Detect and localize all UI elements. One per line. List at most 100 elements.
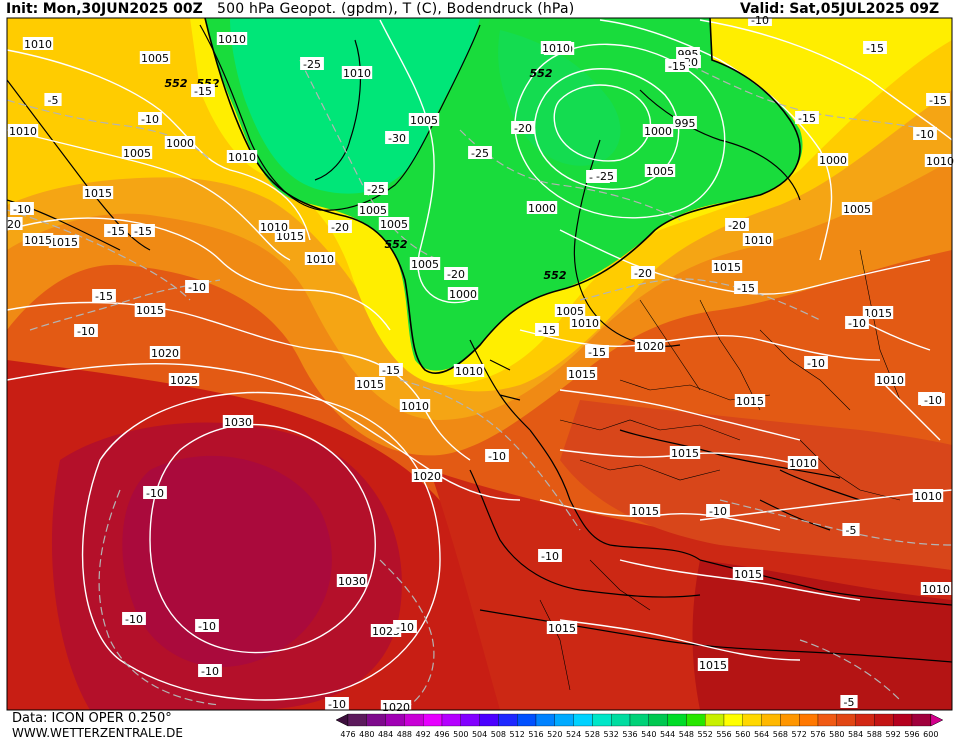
colorbar-tick-label: 524 [566,730,581,739]
temperature-label: -10 [138,112,162,126]
colorbar-cell [911,713,931,727]
temperature-label-text: 20 [7,218,21,231]
isobar-label-text: 1010 [542,42,570,55]
temperature-label: -10 [485,449,509,463]
temperature-label: -20 [631,266,655,280]
colorbar-tick-label: 532 [604,730,619,739]
colorbar-tick-label: 580 [829,730,844,739]
isobar-label-text: 1030 [338,575,366,588]
isobar-label-text: 1015 [699,659,727,672]
temperature-label-text: -20 [514,122,532,135]
colorbar-cell [723,713,743,727]
temperature-label-text: -20 [634,267,652,280]
temperature-label-text: -10 [916,128,934,141]
isobar-label: 1020 [149,346,181,360]
colorbar-tick-label: 516 [528,730,543,739]
colorbar-tick-label: 544 [660,730,675,739]
isobar-label: 1010 [399,399,431,413]
colorbar-tick-label: 528 [585,730,600,739]
isobar-label-text: 1010 [789,457,817,470]
colorbar-cell [742,713,762,727]
colorbar-cell [686,713,706,727]
isobar-label-text: 1010 [401,400,429,413]
colorbar-tick-label: 600 [923,730,938,739]
isobar-label: 1005 [139,51,171,65]
temperature-label-text: -5 [844,696,855,709]
isobar-label: 1015 [732,567,764,581]
temperature-label: -15 [92,289,116,303]
temperature-label-text: -15 [538,324,556,337]
temperature-label-text: -10 [709,505,727,518]
isobar-label: 1005 [554,304,586,318]
temperature-label: -15 [665,59,689,73]
isobar-label: 1020 [634,339,666,353]
temperature-label: -15 [379,363,403,377]
isobar-label: 1010 [341,66,373,80]
temperature-label-text: -20 [447,268,465,281]
temperature-label-text: -15 [798,112,816,125]
temperature-label-text: -15 [866,42,884,55]
isobar-label-text: 1015 [631,505,659,518]
isobar-label-text: 1025 [170,374,198,387]
temperature-label: -30 [385,131,409,145]
isobar-label-text: 1015 [136,304,164,317]
temperature-label-text: -20 [331,221,349,234]
temperature-label-text: -15 [194,85,212,98]
isobar-label: 1000 [817,153,849,167]
colorbar-cell [629,713,649,727]
isobar-label-text: 1000 [449,288,477,301]
isobar-label: 1030 [336,574,368,588]
colorbar-tick-label: 476 [340,730,355,739]
temperature-label-text: -15 [668,60,686,73]
temperature-label: -10 [913,127,937,141]
isobar-label-text: 1010 [260,221,288,234]
isobar-label: 1015 [48,235,80,249]
colorbar-tick-label: 480 [359,730,374,739]
temperature-label: -10 [393,620,417,634]
temperature-label-text: -15 [588,346,606,359]
colorbar-cell [423,713,443,727]
isobar-label-text: 1025 [372,625,400,638]
temperature-label: -25 [300,57,324,71]
colorbar-cell [855,713,875,727]
isobar-label: 1020 [411,469,443,483]
colorbar-tick-label: 500 [453,730,468,739]
colorbar-cell [648,713,668,727]
isobar-label: 1010 [453,364,485,378]
isobar-label-text: 1005 [411,258,439,271]
colorbar-cell [780,713,800,727]
isobar-label: 1010 [569,316,601,330]
isobar-label: 1010 [540,41,572,55]
colorbar-cell [366,713,386,727]
temperature-label: -10 [748,13,772,27]
temperature-label-text: -30 [388,132,406,145]
temperature-label-text: -10 [141,113,159,126]
colorbar-tick-label: 496 [434,730,449,739]
isobar-label-text: 1015 [276,230,304,243]
colorbar-tick-label: 572 [792,730,807,739]
isobar-label-text: 1015 [864,307,892,320]
isobar-label-text: 1015 [568,368,596,381]
data-source-text: Data: ICON OPER 0.250° [12,711,172,726]
temperature-label: -15 [104,224,128,238]
valid-label: Valid: [740,1,785,17]
temperature-label-text: -25 [303,58,321,71]
colorbar-cell [385,713,405,727]
temperature-label: -10 [185,280,209,294]
isobar-label: 1005 [841,202,873,216]
temperature-label: -15 [191,84,215,98]
temperature-label-text: -10 [848,317,866,330]
isobar-label-text: 1010 [306,253,334,266]
isobar-label-text: 1010 [926,155,954,168]
temperature-label: -10 [195,619,219,633]
temperature-label-text: -15 [382,364,400,377]
isobar-label-text: 1010 [922,583,950,596]
temperature-label: -5 [44,93,62,107]
isobar-label-text: 1015 [671,447,699,460]
colorbar-cell [479,713,499,727]
colorbar-cell [799,713,819,727]
temperature-label: -15 [131,224,155,238]
isobar-label: 1005 [357,203,389,217]
isobar-label-text: 1010 [24,38,52,51]
height-label: 552 [385,238,408,251]
